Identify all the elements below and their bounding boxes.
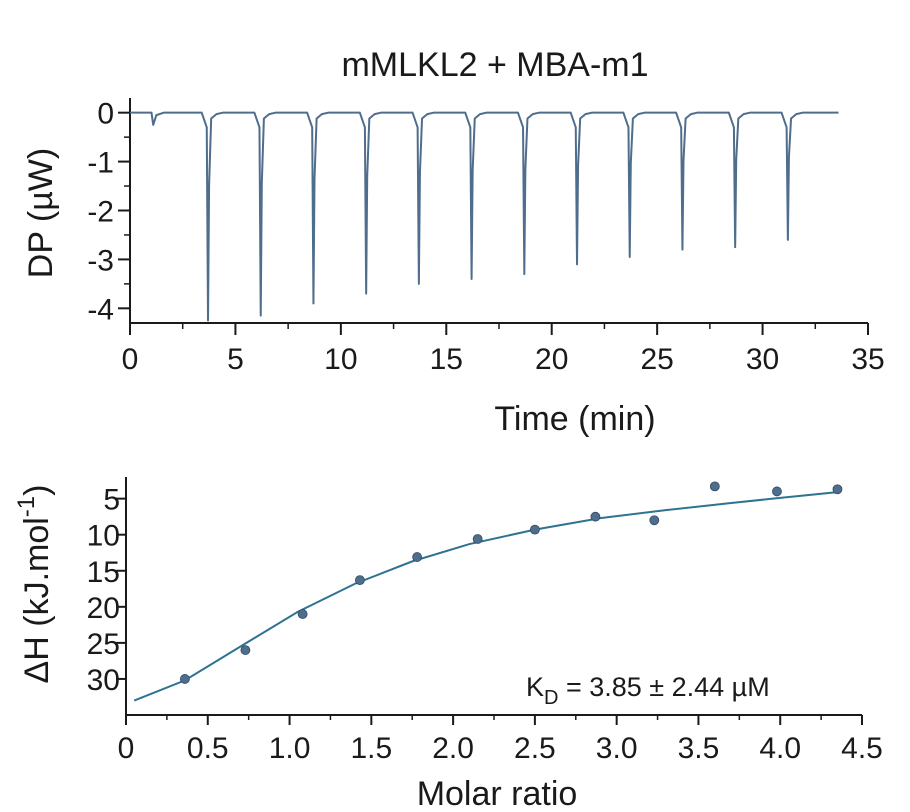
x-tick-label: 4.0 xyxy=(759,732,801,765)
y-axis-title-dh: ΔH (kJ.mol-1) xyxy=(13,485,56,684)
kd-annotation: KD = 3.85 ± 2.44 µM xyxy=(526,672,770,709)
dp-trace-line xyxy=(130,111,839,322)
dh-label-main: ΔH (kJ.mol xyxy=(18,517,56,683)
data-point xyxy=(412,552,423,562)
data-point xyxy=(179,674,190,684)
y-tick-label: 5 xyxy=(103,484,120,517)
data-point xyxy=(472,534,483,544)
data-point xyxy=(649,515,660,526)
x-axis-title-time: Time (min) xyxy=(494,400,655,438)
x-tick-label: 2.0 xyxy=(432,732,474,765)
kd-value: = 3.85 ± 2.44 µM xyxy=(558,672,769,702)
x-tick-label: 1.0 xyxy=(269,732,311,765)
time-x-axis: 0 5 10 15 20 25 30 35 xyxy=(122,322,885,376)
molar-ratio-x-axis: 0 0.5 1.0 1.5 2.0 2.5 3.0 3.5 4.0 4.5 xyxy=(118,714,883,765)
x-tick-label: 25 xyxy=(640,343,673,376)
x-tick-label: 20 xyxy=(535,343,568,376)
data-point xyxy=(354,575,365,586)
x-axis-title-molar-ratio: Molar ratio xyxy=(417,775,578,812)
data-point xyxy=(709,481,720,492)
x-tick-label: 15 xyxy=(430,343,463,376)
x-tick-label: 3.5 xyxy=(678,732,720,765)
x-tick-label: 0 xyxy=(122,343,139,376)
x-tick-label: 2.5 xyxy=(514,732,556,765)
y-tick-label: 15 xyxy=(87,556,120,589)
kd-prefix: K xyxy=(526,672,544,702)
chart-title: mMLKL2 + MBA-m1 xyxy=(341,46,648,84)
x-tick-label: 35 xyxy=(851,343,884,376)
y-tick-label: 10 xyxy=(87,520,120,553)
x-tick-label: 0.5 xyxy=(187,732,229,765)
data-point xyxy=(240,645,251,655)
data-point xyxy=(529,524,540,535)
y-tick-label: 30 xyxy=(87,664,120,697)
x-tick-label: 1.5 xyxy=(350,732,392,765)
y-tick-label: 25 xyxy=(87,628,120,661)
y-tick-label: -2 xyxy=(87,196,114,229)
x-tick-label: 30 xyxy=(746,343,779,376)
dh-label-close: ) xyxy=(18,485,56,496)
x-tick-label: 10 xyxy=(324,343,357,376)
data-point xyxy=(772,486,782,497)
data-point xyxy=(832,484,843,495)
kd-subscript: D xyxy=(544,687,558,709)
x-tick-label: 0 xyxy=(118,732,135,765)
thermogram-panel: mMLKL2 + MBA-m1 0 -1 -2 -3 -4 0 5 10 15 20 25 30 35… xyxy=(22,46,885,438)
y-axis-title-dp: DP (µW) xyxy=(22,148,60,278)
data-point xyxy=(297,609,308,619)
y-tick-label: -4 xyxy=(87,293,114,326)
x-tick-label: 4.5 xyxy=(841,732,883,765)
dp-y-axis: 0 -1 -2 -3 -4 xyxy=(87,98,131,326)
y-tick-label: -3 xyxy=(87,244,114,277)
data-points xyxy=(179,481,843,684)
data-point xyxy=(590,511,601,522)
dh-label-superscript: -1 xyxy=(13,496,40,517)
y-tick-label: 20 xyxy=(87,592,120,625)
x-tick-label: 5 xyxy=(227,343,244,376)
fit-curve-line xyxy=(133,491,838,702)
x-tick-label: 3.0 xyxy=(596,732,638,765)
y-tick-label: -1 xyxy=(87,147,114,180)
y-tick-label: 0 xyxy=(97,98,114,131)
